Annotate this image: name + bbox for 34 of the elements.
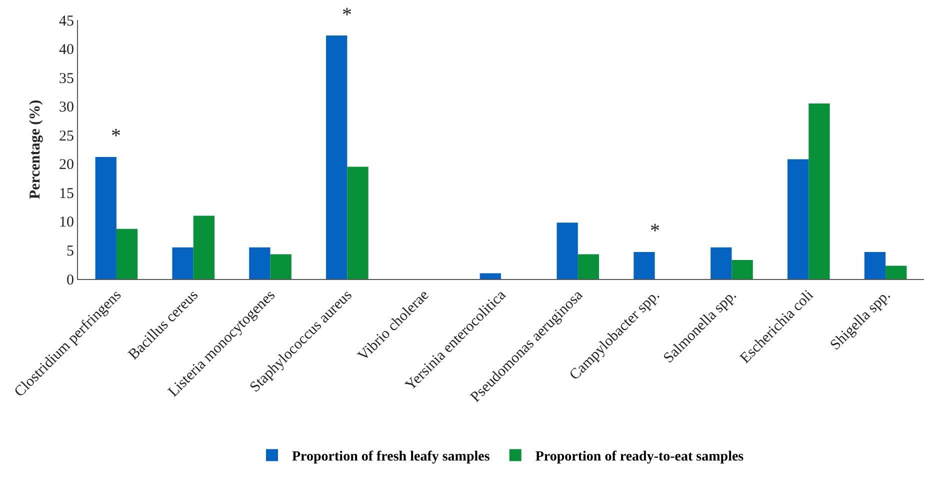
- bar: [886, 266, 907, 279]
- y-axis-title: Percentage (%): [27, 100, 44, 200]
- y-tick-label: 45: [59, 13, 74, 30]
- bar: [95, 156, 116, 279]
- bar: [556, 222, 578, 279]
- bar: [480, 273, 501, 279]
- legend-label: Proportion of ready-to-eat samples: [535, 450, 744, 465]
- bar: [710, 247, 732, 279]
- annotation: *: [650, 220, 660, 242]
- y-tick-label: 20: [59, 157, 74, 174]
- annotation: *: [342, 4, 352, 26]
- y-tick-label: 0: [66, 272, 74, 288]
- y-tick-label: 15: [59, 186, 74, 202]
- bar: [249, 247, 270, 279]
- bar: [808, 103, 830, 279]
- y-tick-label: 30: [59, 100, 74, 116]
- bar: [732, 260, 753, 279]
- bar: [326, 36, 348, 279]
- y-tick-label: 10: [59, 214, 74, 231]
- legend-label: Proportion of fresh leafy samples: [292, 450, 490, 465]
- bar: [634, 252, 655, 279]
- bar: [578, 254, 600, 279]
- y-tick-label: 5: [66, 243, 74, 260]
- y-tick-label: 25: [59, 128, 74, 144]
- bar: [787, 159, 809, 279]
- bar: [864, 252, 886, 279]
- bar: [193, 216, 215, 279]
- y-tick-label: 35: [59, 70, 74, 87]
- bar: [347, 166, 368, 279]
- bar: [270, 254, 292, 279]
- bar: [172, 247, 194, 279]
- y-tick-label: 40: [59, 42, 74, 58]
- annotation: *: [111, 125, 121, 147]
- bar: [116, 228, 138, 279]
